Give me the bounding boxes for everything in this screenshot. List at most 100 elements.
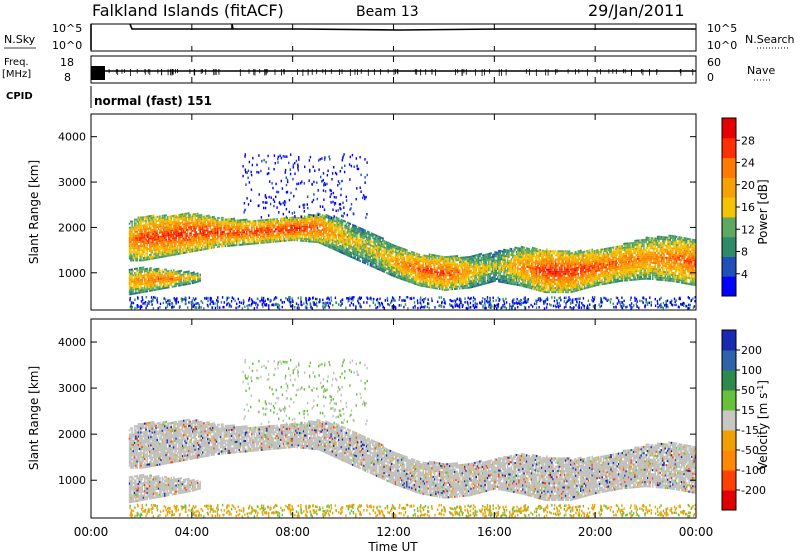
power-cell — [477, 280, 480, 283]
power-cell — [328, 233, 330, 236]
power-cell — [408, 264, 411, 267]
power-cell — [329, 238, 331, 241]
power-cell — [213, 228, 215, 231]
power-cell — [359, 260, 362, 262]
power-cell — [191, 250, 194, 253]
power-cell — [242, 235, 244, 238]
power-cell — [162, 239, 165, 242]
power-cell — [401, 267, 403, 270]
power-cell — [360, 242, 363, 245]
power-cell — [356, 228, 359, 231]
power-cell — [224, 243, 227, 246]
power-cell — [538, 269, 540, 272]
power-cell — [466, 272, 469, 275]
power-cell — [459, 281, 461, 284]
power-cell — [510, 274, 513, 277]
power-cell — [403, 256, 406, 259]
power-cell — [217, 219, 219, 222]
power-cell — [510, 264, 513, 267]
power-cell — [229, 232, 232, 235]
power-cell — [214, 240, 217, 243]
power-cell — [422, 281, 425, 283]
power-cell — [348, 232, 350, 235]
power-cell — [465, 287, 467, 289]
power-cell — [201, 217, 204, 220]
power-cell — [135, 241, 137, 243]
power-cell — [334, 226, 336, 229]
power-cell — [527, 270, 529, 273]
power-cell — [447, 282, 450, 285]
power-cell — [157, 250, 160, 253]
power-cell — [407, 274, 409, 277]
power-cell — [164, 232, 166, 235]
power-cell — [348, 236, 350, 239]
power-cell — [151, 237, 154, 240]
power-cell — [328, 243, 330, 246]
power-cell — [161, 249, 164, 252]
power-cell — [209, 220, 212, 223]
power-cell — [152, 247, 155, 250]
power-cell — [167, 238, 170, 241]
power-cell — [508, 249, 510, 252]
power-cell — [146, 225, 149, 228]
power-cell — [204, 225, 206, 228]
power-cell — [542, 263, 544, 266]
power-cell — [272, 226, 275, 229]
power-cell — [480, 263, 483, 266]
power-cell — [297, 237, 300, 240]
power-cell — [530, 269, 533, 272]
power-cell — [520, 252, 523, 254]
power-cell — [411, 279, 413, 282]
power-cell — [266, 221, 268, 223]
power-cell — [263, 237, 266, 240]
power-cell — [530, 267, 533, 269]
power-cell — [326, 233, 329, 235]
power-cell — [517, 283, 519, 286]
power-cell — [430, 263, 432, 266]
power-cell — [370, 261, 373, 263]
power-cell — [537, 283, 539, 285]
power-cell — [162, 231, 165, 234]
power-cell — [286, 235, 288, 238]
power-cell — [379, 262, 382, 265]
power-cell — [305, 238, 307, 241]
power-cell — [387, 256, 389, 259]
power-cell — [459, 269, 461, 272]
power-cell — [162, 243, 165, 246]
power-cell — [204, 229, 206, 232]
power-cell — [222, 239, 224, 242]
power-cell — [160, 223, 162, 226]
power-cell — [431, 274, 433, 277]
power-cell — [416, 279, 418, 282]
power-cell — [514, 248, 517, 251]
power-cell — [506, 265, 509, 268]
power-cell — [195, 235, 198, 238]
power-cell — [389, 271, 392, 274]
power-cell — [397, 276, 399, 279]
power-cell — [546, 272, 548, 275]
power-cell — [291, 237, 293, 240]
power-cell — [130, 243, 132, 246]
power-cell — [155, 246, 157, 249]
power-cell — [166, 232, 169, 235]
power-cell — [237, 225, 239, 228]
power-cell — [508, 282, 510, 285]
power-cell — [510, 248, 513, 251]
power-cell — [128, 239, 131, 241]
power-cell — [437, 275, 440, 278]
power-cell — [276, 228, 278, 231]
power-cell — [364, 252, 367, 254]
power-cell — [393, 244, 396, 247]
power-cell — [377, 237, 379, 240]
power-cell — [501, 279, 504, 282]
power-cell — [296, 237, 298, 240]
power-cell — [341, 241, 344, 244]
power-cell — [370, 263, 373, 265]
power-cell — [442, 280, 445, 283]
power-cell — [317, 218, 320, 221]
power-cell — [133, 224, 136, 227]
power-cell — [222, 241, 224, 244]
power-cell — [413, 266, 416, 269]
power-cell — [304, 240, 306, 242]
power-cell — [370, 248, 373, 251]
